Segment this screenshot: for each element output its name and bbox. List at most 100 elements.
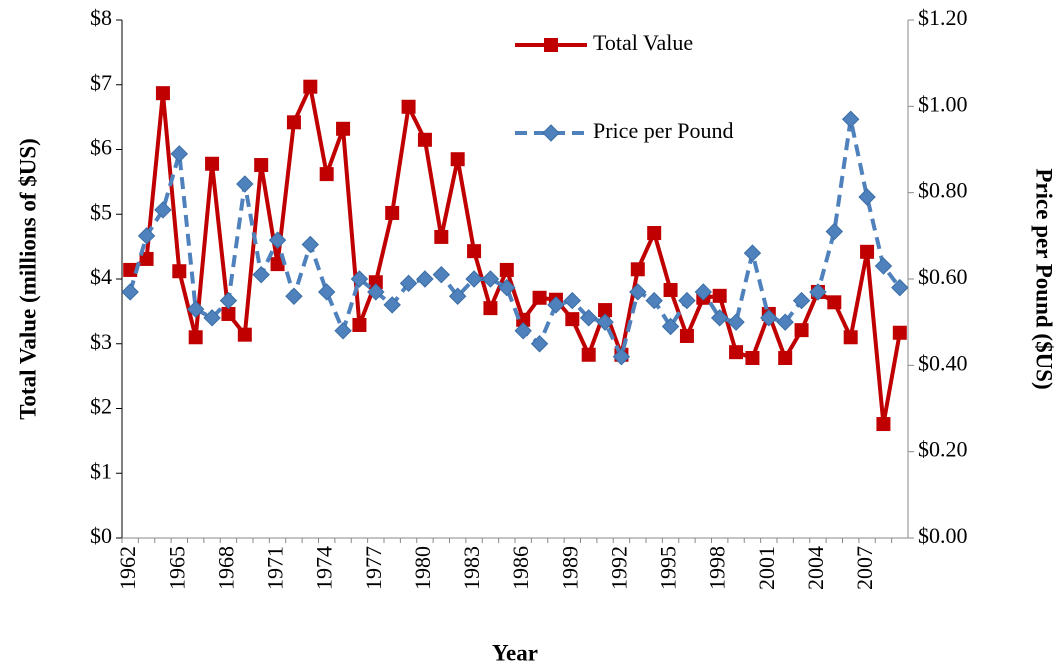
data-point [776,313,794,331]
data-point [350,270,369,288]
data-point [203,309,221,327]
data-point [416,270,434,288]
data-point [547,296,565,314]
x-tick-label: 1986 [508,546,533,590]
y-tick-label: $8 [90,5,112,30]
data-point [301,235,320,254]
data-point [399,274,418,293]
data-point [530,335,549,353]
legend-marker [544,38,558,52]
data-point [432,265,451,284]
data-point [874,257,893,275]
data-point [596,313,614,331]
data-point [205,156,220,171]
data-point [221,306,236,321]
data-point [401,99,416,114]
x-tick-label: 1992 [606,546,631,590]
y-tick-label: $2 [90,394,112,419]
data-point [170,145,189,163]
data-point [843,330,858,345]
data-point [745,350,760,365]
y-tick-label: $7 [90,70,112,95]
data-point [188,330,203,345]
data-point [629,283,647,301]
x-tick-label: 1968 [213,546,238,590]
data-point [336,121,351,136]
data-point [760,309,778,327]
data-point [598,303,613,318]
x-tick-label: 1989 [557,546,582,590]
series-line [129,84,902,427]
y2-tick-label: $0.60 [918,264,968,289]
data-point [891,278,909,297]
data-point [319,167,334,182]
x-axis-title: Year [492,640,538,665]
data-point [825,222,844,241]
data-point [268,231,287,249]
data-point [663,283,678,298]
data-point [743,244,762,262]
data-point [252,265,270,284]
x-tick-label: 1965 [164,546,189,590]
y2-tick-label: $0.00 [918,523,968,548]
data-point [137,227,156,245]
y-tick-label: $1 [90,458,112,483]
data-point [367,283,385,301]
data-point [579,309,598,327]
y-tick-label: $3 [90,329,112,354]
data-point [303,79,318,94]
y-tick-label: $0 [90,523,112,548]
y2-tick-label: $0.20 [918,437,968,462]
data-point [417,132,432,147]
data-point [858,188,876,206]
data-point [286,115,301,130]
data-point [694,283,713,301]
y2-axis-title: Price per Pound ($US) [1032,168,1057,389]
x-tick-label: 1971 [263,546,288,590]
data-point [647,226,662,241]
data-point [450,152,465,167]
y-tick-label: $6 [90,135,112,160]
data-point [565,312,580,327]
data-point [285,287,303,305]
data-point [792,291,811,310]
y-tick-label: $5 [90,199,112,224]
data-point [334,322,352,340]
data-point [121,283,139,301]
data-point [514,322,532,340]
legend-label: Price per Pound [593,118,734,143]
data-point [532,290,547,305]
y-axis-title: Total Value (millions of $US) [15,138,40,420]
data-point [630,262,645,277]
data-point [139,251,154,266]
data-point [679,328,694,343]
data-point [385,205,400,220]
y2-tick-label: $1.00 [918,91,968,116]
data-point [483,301,498,316]
legend-marker [542,124,560,142]
data-point [876,417,891,432]
data-point [254,158,269,173]
data-point [712,288,727,303]
data-point [729,345,744,360]
data-point [892,325,907,340]
y2-tick-label: $1.20 [918,5,968,30]
x-tick-label: 1980 [410,546,435,590]
data-point [448,287,467,305]
x-tick-label: 1995 [656,546,681,590]
x-tick-label: 2001 [754,546,779,590]
data-point [155,86,170,101]
data-point [710,309,729,327]
data-point [499,262,514,277]
x-tick-label: 1977 [361,546,386,590]
x-tick-label: 1998 [705,546,730,590]
data-point [434,229,449,244]
x-tick-label: 1974 [312,546,337,590]
data-point [794,323,809,338]
data-point [368,275,383,290]
data-point [841,110,860,128]
data-point [778,350,793,365]
y2-tick-label: $0.40 [918,350,968,375]
data-point [860,244,875,259]
